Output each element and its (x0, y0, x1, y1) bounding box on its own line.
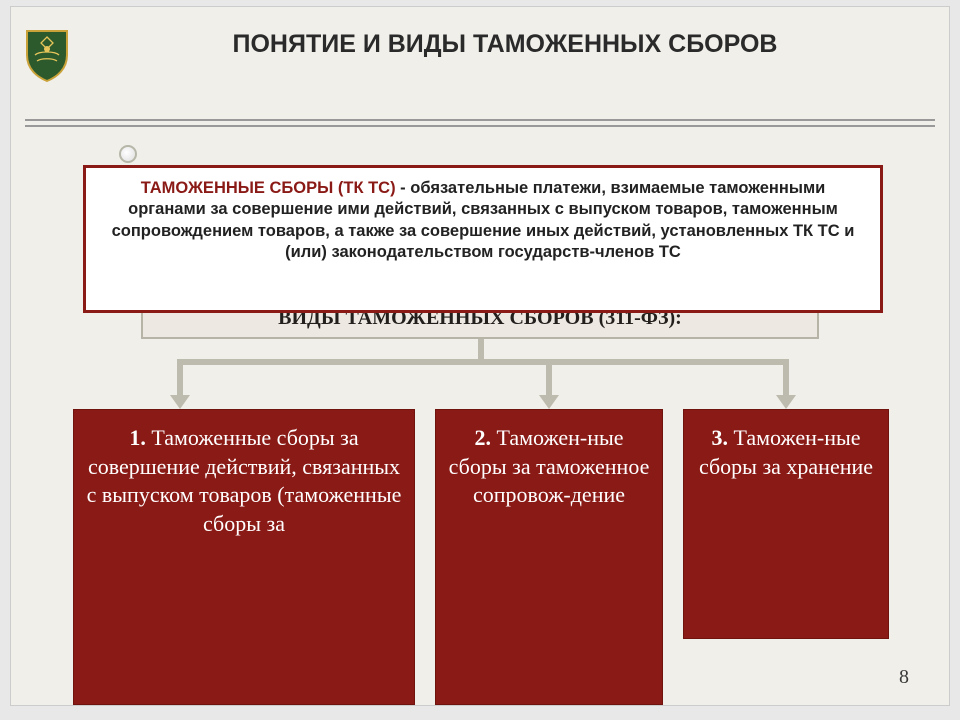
divider-top (25, 119, 935, 121)
connector-trunk (478, 339, 484, 361)
arrowhead-2-icon (539, 395, 559, 409)
type-num-1: 1. (129, 425, 146, 450)
slide-title: ПОНЯТИЕ И ВИДЫ ТАМОЖЕННЫХ СБОРОВ (81, 29, 929, 59)
title-text: ПОНЯТИЕ И ВИДЫ ТАМОЖЕННЫХ СБОРОВ (81, 29, 929, 59)
customs-emblem-icon (23, 27, 71, 85)
definition-lead: ТАМОЖЕННЫЕ СБОРЫ (ТК ТС) (141, 179, 396, 197)
slide: ПОНЯТИЕ И ВИДЫ ТАМОЖЕННЫХ СБОРОВ ВИДЫ ТА… (10, 6, 950, 706)
type-num-3: 3. (711, 425, 728, 450)
type-box-2: 2. Таможен-ные сборы за таможенное сопро… (435, 409, 663, 705)
connector-hbar (177, 359, 787, 365)
type-box-3: 3. Таможен-ные сборы за хранение (683, 409, 889, 639)
connector-v-1 (177, 359, 183, 397)
definition-box: ТАМОЖЕННЫЕ СБОРЫ (ТК ТС) - обязательные … (83, 165, 883, 313)
divider-bottom (25, 125, 935, 127)
arrowhead-3-icon (776, 395, 796, 409)
arrowhead-1-icon (170, 395, 190, 409)
type-box-1: 1. Таможенные сборы за совершение действ… (73, 409, 415, 705)
type-num-2: 2. (474, 425, 491, 450)
definition-sep: - (396, 179, 411, 197)
connector-v-3 (783, 359, 789, 397)
page-number: 8 (899, 666, 909, 689)
decorative-dot-icon (119, 145, 137, 163)
connector-v-2 (546, 359, 552, 397)
